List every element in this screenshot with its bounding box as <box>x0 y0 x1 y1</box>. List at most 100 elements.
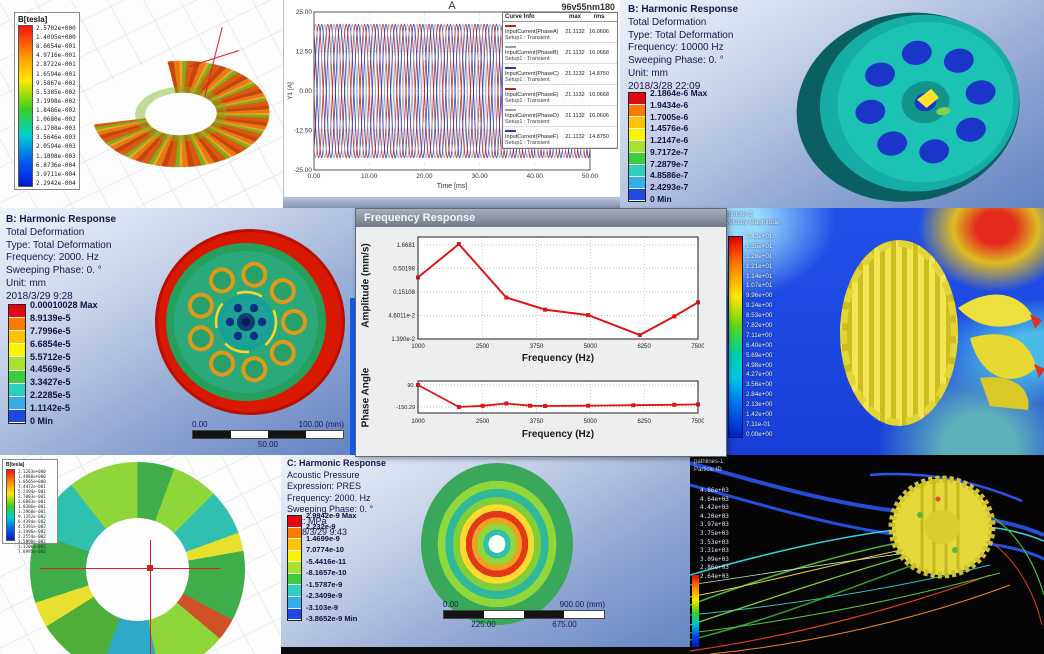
svg-text:5000: 5000 <box>584 419 598 425</box>
curve-legend-row: InputCurrent(PhaseC) Setup1 : Transient … <box>503 64 617 85</box>
color-scale-bar <box>287 515 302 621</box>
pathlines-legend-values: 4.86e+03 4.64e+03 4.42e+03 4.20e+03 3.97e+03… <box>700 487 729 580</box>
panel-flux-torus: B[tesla] 2.5702e+000 1.4095e+000 8.6054e-0… <box>0 0 283 208</box>
panel-input-currents: A 96v55nm180 25.00 12.50 0.00 -12.50 -25.00 0… <box>283 0 621 197</box>
svg-text:0.00: 0.00 <box>308 173 321 180</box>
phase-x-axis-label: Frequency (Hz) <box>521 429 595 440</box>
svg-text:0.50198: 0.50198 <box>393 267 415 273</box>
crosshair-horizontal <box>40 568 220 569</box>
flux-legend: B[tesla] 2.5702e+000 1.4095e+000 8.6054e-0… <box>14 12 80 190</box>
svg-text:0.15108: 0.15108 <box>393 290 415 296</box>
flux-legend-title: B[tesla] <box>18 15 48 24</box>
wheel-deformation-render <box>796 12 1020 202</box>
curve-legend-row: InputCurrent(PhaseA) Setup1 : Transient … <box>503 22 617 43</box>
flux-legend-title: B[tesla] <box>6 462 25 468</box>
panel-deformation-10khz: B: Harmonic Response Total Deformation Typ… <box>620 0 1044 208</box>
svg-text:7500: 7500 <box>691 344 704 350</box>
deformation-color-scale: 2.1864e-6 Max 1.9434e-6 1.7005e-6 1.4576e-6… <box>628 88 707 204</box>
rotor-flux-render <box>30 462 245 654</box>
curve-color-dash <box>505 66 516 69</box>
motor-winding-render <box>64 43 283 185</box>
svg-text:10.00: 10.00 <box>361 173 378 180</box>
svg-text:6250: 6250 <box>637 344 651 350</box>
cfd-legend-header: contour-2 Velocity Magnitude <box>725 211 780 227</box>
svg-text:-150.29: -150.29 <box>396 405 415 411</box>
curve-color-dash <box>505 87 516 90</box>
crosshair-marker <box>147 565 153 571</box>
flux-legend-values: 2.5702e+000 1.4095e+000 8.6054e-001 4.9716e… <box>36 25 76 187</box>
svg-text:3750: 3750 <box>530 419 544 425</box>
curve-info-legend: Curve Info max rms InputCurrent(PhaseA) … <box>502 12 618 149</box>
svg-text:0.00: 0.00 <box>299 88 312 95</box>
panel-pathlines: pathlines-1 Particle ID 4.86e+03 4.64e+03 4… <box>690 455 1044 654</box>
svg-text:90.: 90. <box>407 383 415 389</box>
flux-legend: B[tesla] 2.1263e+000 1.4988e+000 1.0565e+0… <box>2 459 58 554</box>
curve-legend-row: InputCurrent(PhaseE) Setup1 : Transient … <box>503 85 617 106</box>
svg-text:2500: 2500 <box>476 419 490 425</box>
curve-legend-row: InputCurrent(PhaseF) Setup1 : Transient … <box>503 127 617 148</box>
curve-legend-row: InputCurrent(PhaseD) Setup1 : Transient … <box>503 106 617 127</box>
svg-text:7500: 7500 <box>691 419 704 425</box>
svg-text:12.50: 12.50 <box>296 49 313 56</box>
svg-text:1.6681: 1.6681 <box>397 243 416 249</box>
result-header: B: Harmonic Response Total Deformation Typ… <box>628 4 739 92</box>
crosshair-vertical <box>150 540 151 654</box>
result-header: C: Harmonic Response Acoustic Pressure Exp… <box>287 458 387 538</box>
svg-text:40.00: 40.00 <box>527 173 544 180</box>
window-title-bar[interactable]: Frequency Response <box>356 209 726 227</box>
phase-chart: 90. -150.29 1000 2500 3750 5000 6250 7500 <box>396 380 704 425</box>
amplitude-x-axis-label: Frequency (Hz) <box>521 353 595 364</box>
svg-text:6250: 6250 <box>637 419 651 425</box>
ruler-bar <box>192 430 344 439</box>
curve-legend-row: InputCurrent(PhaseB) Setup1 : Transient … <box>503 43 617 64</box>
curve-legend-rows: InputCurrent(PhaseA) Setup1 : Transient … <box>503 22 617 148</box>
panel-acoustic-pressure: C: Harmonic Response Acoustic Pressure Exp… <box>281 455 690 654</box>
amplitude-chart: 1.6681 0.50198 0.15108 4.6011e-2 1.390e-2100… <box>388 236 704 350</box>
panel-flux-rotor: B[tesla] 2.1263e+000 1.4988e+000 1.0565e+0… <box>0 455 281 654</box>
window-edge-strip <box>283 197 620 208</box>
curve-color-dash <box>505 108 516 111</box>
color-scale-bar <box>628 92 646 202</box>
flux-legend-values: 2.1263e+000 1.4988e+000 1.0565e+000 7.4472e… <box>18 469 46 554</box>
color-scale-labels: 0.00010028 Max 8.9139e-5 7.7996e-5 6.6854e-… <box>30 300 98 426</box>
svg-text:5000: 5000 <box>584 344 598 350</box>
svg-text:2500: 2500 <box>476 344 490 350</box>
curve-legend-header: Curve Info max rms <box>503 13 617 22</box>
window-title: Frequency Response <box>364 212 476 224</box>
propeller-render <box>958 294 1044 410</box>
window-bottom-strip <box>281 647 690 654</box>
pathlines-colorbar <box>692 575 699 647</box>
scale-ruler: 0.00 100.00 (mm) 50.00 <box>192 420 344 449</box>
svg-text:-12.50: -12.50 <box>294 128 313 135</box>
impeller-gear-render <box>840 240 958 426</box>
flux-colorbar <box>6 469 15 541</box>
color-scale-labels: 2.1864e-6 Max 1.9434e-6 1.7005e-6 1.4576e-6… <box>650 88 708 204</box>
svg-text:50.00: 50.00 <box>582 173 599 180</box>
deformation-color-scale: 0.00010028 Max 8.9139e-5 7.7996e-5 6.6854e-… <box>8 300 98 426</box>
curve-color-dash <box>505 24 516 27</box>
phase-axis-label: Phase Angle <box>360 367 372 428</box>
svg-text:4.6011e-2: 4.6011e-2 <box>388 314 415 320</box>
svg-text:Time [ms]: Time [ms] <box>437 183 468 190</box>
panel-deformation-2khz: B: Harmonic Response Total Deformation Typ… <box>0 208 358 455</box>
flux-colorbar <box>18 25 33 187</box>
cfd-colorbar <box>728 236 743 438</box>
svg-text:30.00: 30.00 <box>471 173 488 180</box>
color-scale-bar <box>8 304 26 424</box>
frequency-response-window: Frequency Response Amplitude (mm/s) 1.66… <box>355 208 727 457</box>
frequency-response-body: Amplitude (mm/s) 1.6681 0.50198 0.15108 4.6… <box>356 227 726 456</box>
svg-text:-25.00: -25.00 <box>294 167 313 174</box>
scale-ruler: 0.00 900.00 (mm) 225.00 675.00 <box>443 600 605 629</box>
ruler-bar <box>443 610 605 619</box>
streamlines-render <box>690 461 1044 654</box>
svg-text:1.390e-2: 1.390e-2 <box>391 337 415 343</box>
plot-subtitle: 96v55nm180 <box>561 2 615 12</box>
svg-text:1000: 1000 <box>411 344 425 350</box>
acoustic-color-scale: 2.9942e-9 Max 2.232e-9 1.4699e-9 7.0774e-10… <box>287 511 357 623</box>
svg-text:Y1 [A]: Y1 [A] <box>287 82 294 100</box>
svg-text:25.00: 25.00 <box>296 9 313 16</box>
amplitude-axis-label: Amplitude (mm/s) <box>360 243 372 328</box>
window-edge-accent <box>350 298 358 455</box>
plot-title: A <box>448 0 456 12</box>
